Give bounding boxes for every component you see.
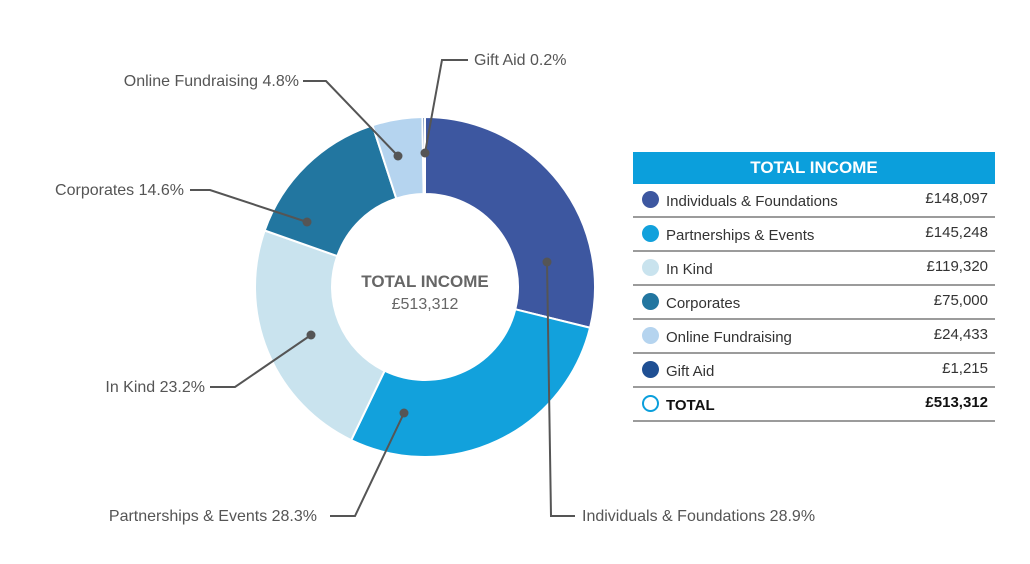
- callout-line-gift-aid: [424, 59, 468, 154]
- legend-label-corporates: Corporates: [666, 295, 741, 312]
- legend-title: TOTAL INCOME: [633, 152, 995, 184]
- legend-total-value: £513,312: [925, 394, 988, 411]
- callouts: Individuals & Foundations 28.9% Partnersh…: [55, 52, 815, 525]
- legend-rows: Individuals & Foundations £148,097 Partner…: [633, 184, 995, 388]
- callout-line-online-fundraising: [303, 80, 399, 157]
- legend-value-online-fundraising: £24,433: [933, 326, 988, 343]
- legend-table: TOTAL INCOME Individuals & Foundations £1…: [633, 152, 995, 422]
- callout-dot-corporates: [302, 217, 312, 227]
- center-title: TOTAL INCOME: [361, 272, 489, 291]
- legend-value-in-kind: £119,320: [926, 258, 988, 275]
- slice-partnerships-events: [349, 308, 592, 458]
- total-ring-icon: [642, 395, 659, 412]
- slice-corporates: [263, 124, 398, 258]
- legend-swatch-individuals-foundations: [642, 191, 659, 208]
- callout-dot-online-fundraising: [393, 151, 403, 161]
- legend-swatch-online-fundraising: [642, 327, 659, 344]
- legend-swatch-in-kind: [642, 259, 659, 276]
- legend-swatch-gift-aid: [642, 361, 659, 378]
- callout-label-corporates: Corporates 14.6%: [55, 182, 184, 199]
- callout-label-partnerships-events: Partnerships & Events 28.3%: [109, 508, 317, 525]
- legend-row-corporates: Corporates £75,000: [633, 286, 995, 320]
- legend-label-individuals-foundations: Individuals & Foundations: [666, 193, 838, 210]
- callout-line-corporates: [190, 189, 308, 223]
- callout-line-in-kind: [210, 334, 312, 388]
- callout-label-gift-aid: Gift Aid 0.2%: [474, 52, 567, 69]
- legend-swatch-partnerships-events: [642, 225, 659, 242]
- legend-value-gift-aid: £1,215: [942, 360, 988, 377]
- legend-swatch-corporates: [642, 293, 659, 310]
- callout-line-partnerships-events: [330, 412, 405, 517]
- callout-dot-partnerships-events: [399, 408, 409, 418]
- legend-value-individuals-foundations: £148,097: [925, 190, 988, 207]
- callout-line-individuals-foundations: [546, 261, 575, 517]
- legend-row-online-fundraising: Online Fundraising £24,433: [633, 320, 995, 354]
- legend-total-label: TOTAL: [666, 397, 715, 414]
- slices: [254, 115, 596, 458]
- legend-value-partnerships-events: £145,248: [925, 224, 988, 241]
- legend-row-partnerships-events: Partnerships & Events £145,248: [633, 218, 995, 252]
- callout-dot-individuals-foundations: [542, 257, 552, 267]
- callout-dot-in-kind: [306, 330, 316, 340]
- slice-individuals-foundations: [424, 115, 596, 329]
- callout-dot-gift-aid: [420, 148, 430, 158]
- legend-value-corporates: £75,000: [933, 292, 988, 309]
- legend-row-in-kind: In Kind £119,320: [633, 252, 995, 286]
- legend-total-row: TOTAL £513,312: [633, 388, 995, 422]
- legend-label-in-kind: In Kind: [666, 261, 713, 278]
- legend-label-gift-aid: Gift Aid: [666, 363, 715, 380]
- callout-label-online-fundraising: Online Fundraising 4.8%: [124, 73, 299, 90]
- legend-row-individuals-foundations: Individuals & Foundations £148,097: [633, 184, 995, 218]
- legend-row-gift-aid: Gift Aid £1,215: [633, 354, 995, 388]
- slice-in-kind: [254, 229, 386, 442]
- center-value: £513,312: [392, 296, 459, 313]
- legend-label-online-fundraising: Online Fundraising: [666, 329, 792, 346]
- callout-label-individuals-foundations: Individuals & Foundations 28.9%: [582, 508, 815, 525]
- legend-label-partnerships-events: Partnerships & Events: [666, 227, 815, 244]
- callout-label-in-kind: In Kind 23.2%: [105, 379, 205, 396]
